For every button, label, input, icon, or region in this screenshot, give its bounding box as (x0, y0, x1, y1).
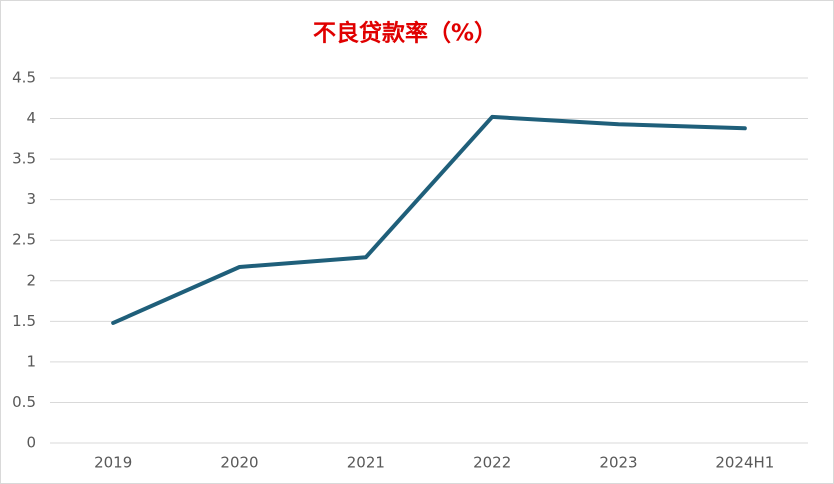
x-tick-label: 2023 (599, 454, 637, 472)
y-tick-label: 2.5 (12, 231, 36, 249)
y-tick-label: 0.5 (12, 393, 36, 411)
x-tick-label: 2024H1 (715, 454, 774, 472)
y-tick-label: 4 (26, 109, 36, 127)
data-line (111, 114, 747, 325)
chart-title: 不良贷款率（%） (313, 20, 497, 47)
y-tick-label: 0 (26, 434, 36, 452)
x-tick-label: 2021 (347, 454, 385, 472)
x-tick-label: 2019 (94, 454, 132, 472)
y-tick-label: 3 (26, 190, 36, 208)
y-tick-label: 2 (26, 271, 36, 289)
x-tick-label: 2020 (220, 454, 258, 472)
x-tick-label: 2022 (473, 454, 511, 472)
y-tick-label: 1.5 (12, 312, 36, 330)
y-tick-label: 3.5 (12, 150, 36, 168)
y-tick-label: 1 (26, 352, 36, 370)
y-tick-label: 4.5 (12, 69, 36, 87)
